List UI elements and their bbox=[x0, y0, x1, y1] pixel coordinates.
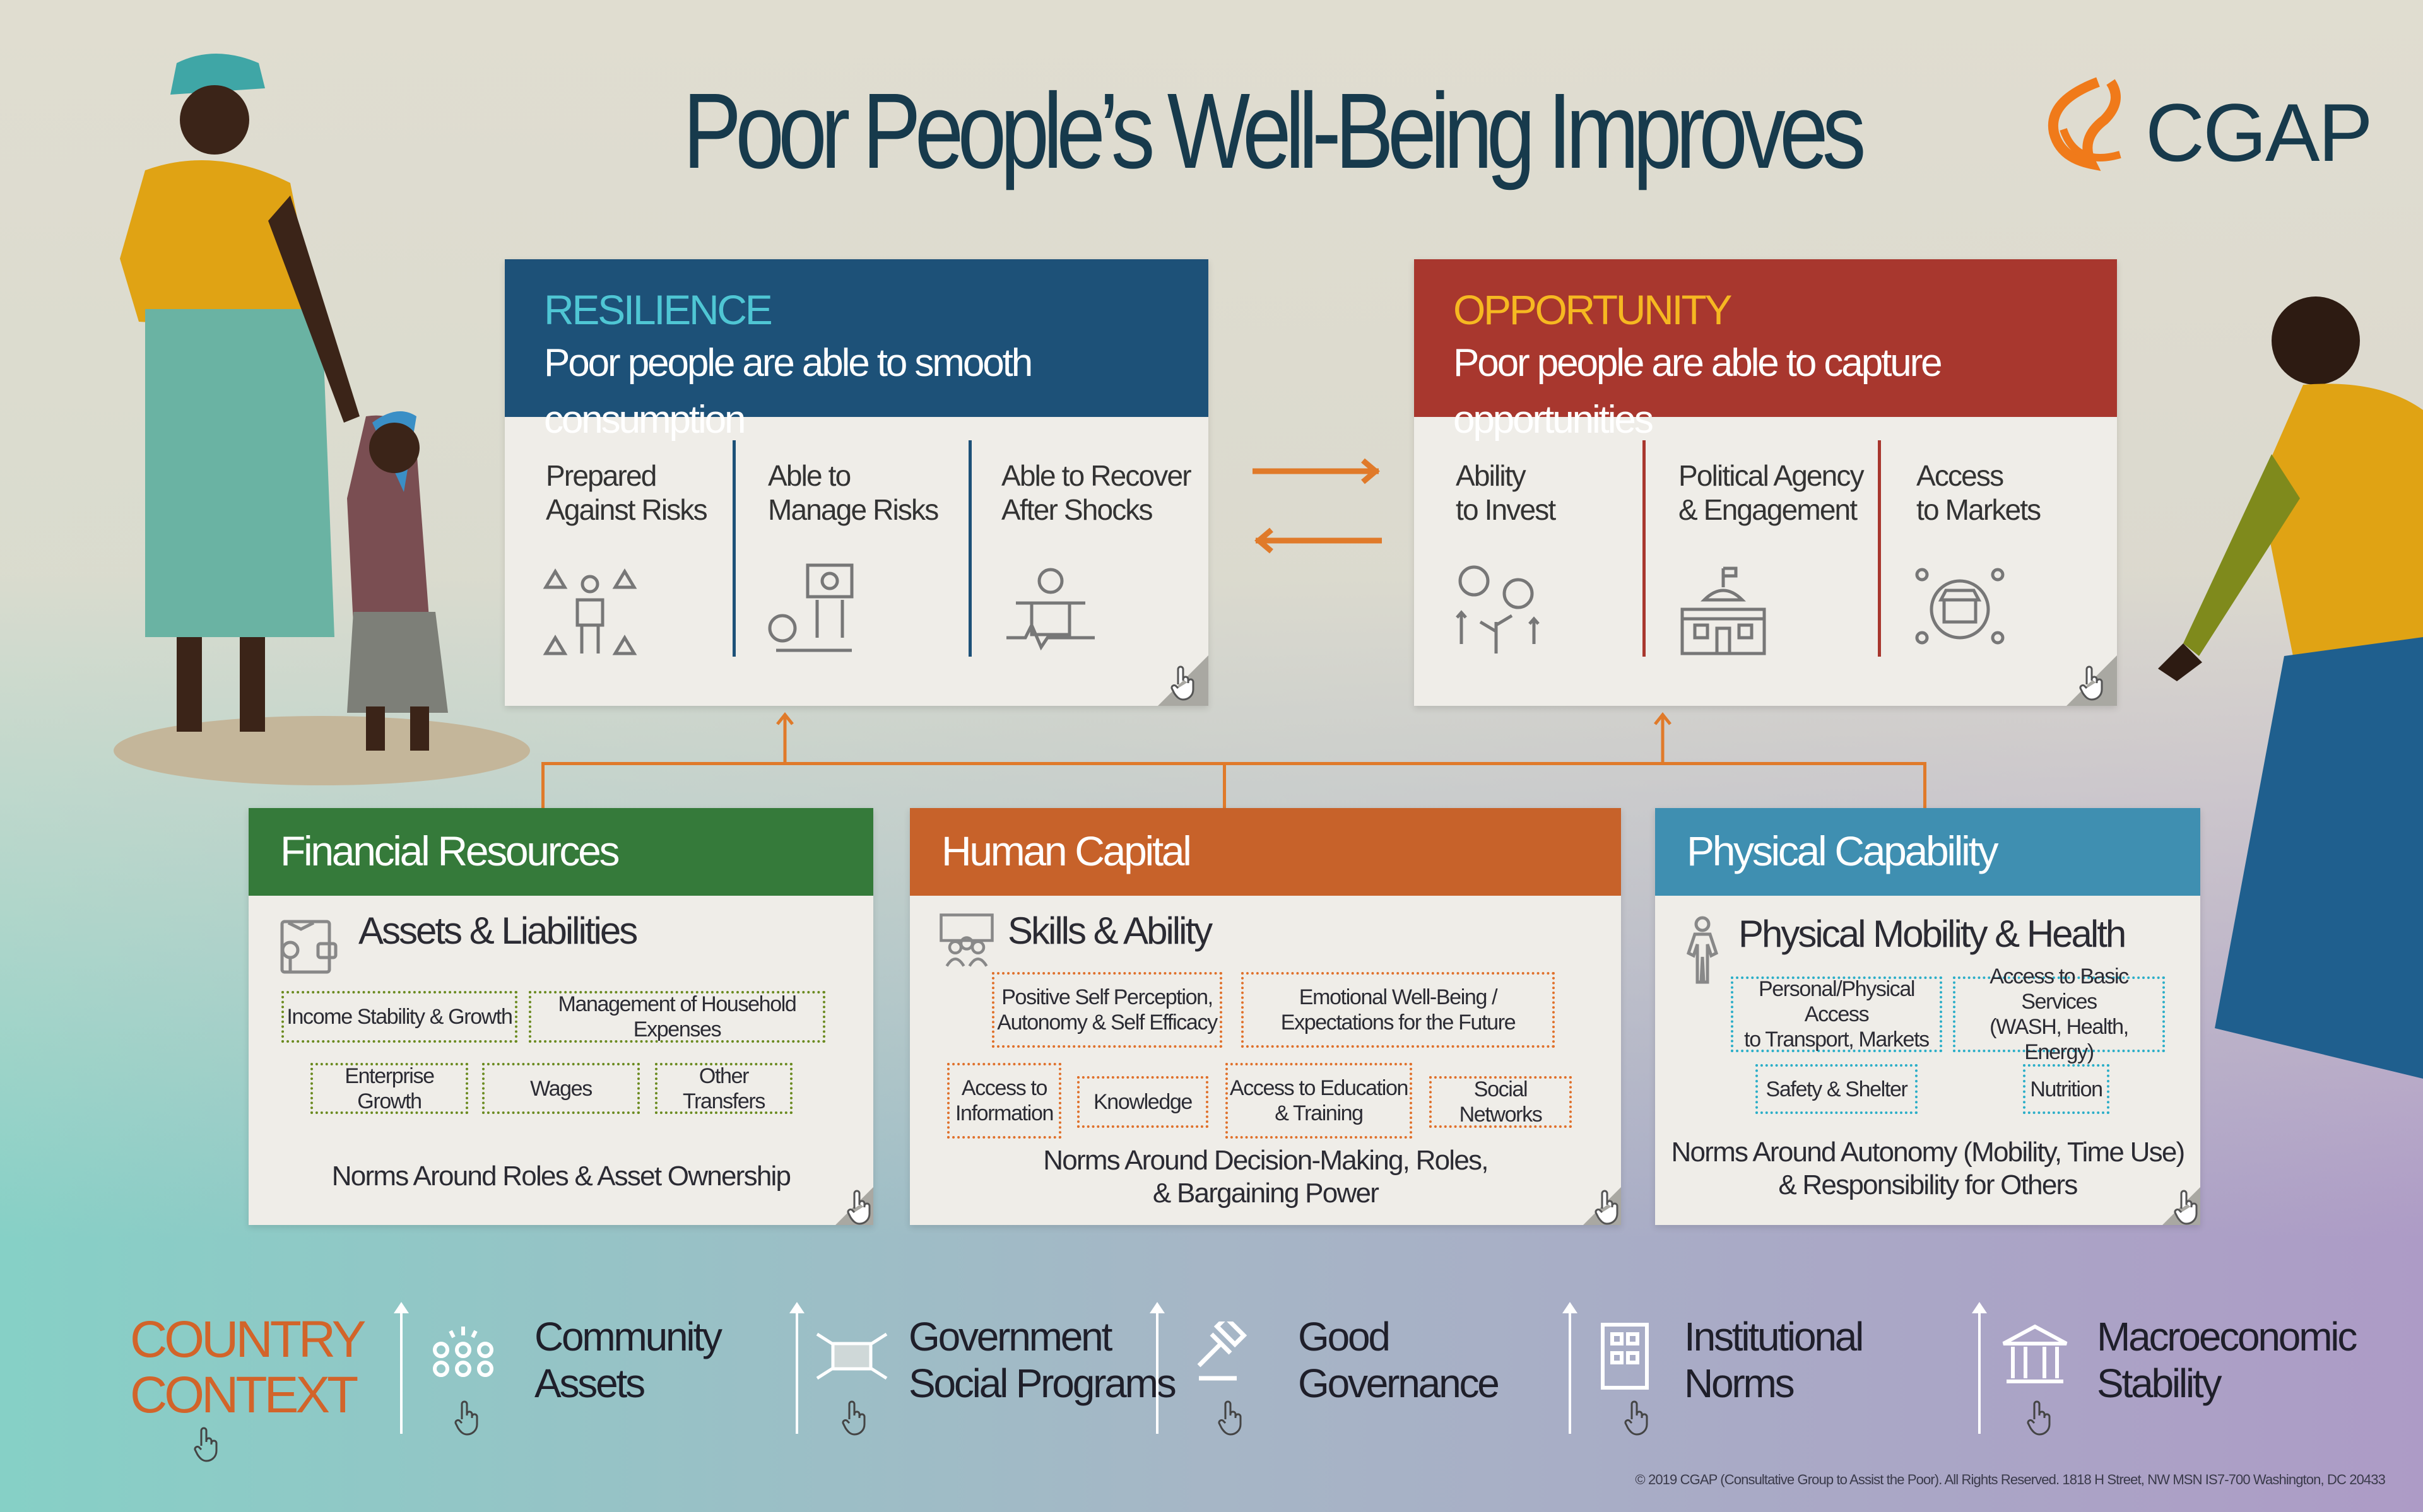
connector-line bbox=[541, 762, 545, 808]
arrow-up-icon bbox=[1654, 712, 1671, 765]
cgap-logo-mark-icon bbox=[2048, 77, 2121, 172]
chip-social-networks: Social Networks bbox=[1429, 1076, 1572, 1128]
ability-to-invest: Ability to Invest bbox=[1456, 459, 1556, 526]
skills-ability-heading: Skills & Ability bbox=[1008, 910, 1213, 952]
chip-nutrition: Nutrition bbox=[2023, 1064, 2109, 1114]
arrow-left-icon bbox=[1254, 527, 1382, 554]
woman-walking-illustration bbox=[2158, 296, 2423, 1079]
able-to-recover: Able to Recover After Shocks bbox=[1001, 459, 1192, 526]
physical-capability-title: Physical Capability bbox=[1655, 808, 2200, 896]
prepared-against-risks: Prepared Against Risks bbox=[546, 459, 708, 526]
context-government-programs[interactable]: Government Social Programs bbox=[909, 1314, 1177, 1406]
risk-person-icon bbox=[543, 568, 637, 655]
pointer-hand-icon[interactable] bbox=[1593, 1190, 1621, 1225]
pointer-hand-icon[interactable] bbox=[192, 1427, 220, 1462]
arrow-up-icon bbox=[776, 712, 794, 765]
copyright-notice: © 2019 CGAP (Consultative Group to Assis… bbox=[1635, 1472, 2385, 1487]
human-capital-card[interactable]: Human Capital Skills & Ability Positive … bbox=[910, 808, 1621, 1225]
bank-building-icon bbox=[2002, 1324, 2068, 1383]
pointer-hand-icon[interactable] bbox=[2025, 1400, 2053, 1436]
resilience-card[interactable]: RESILIENCE Poor people are able to smoot… bbox=[505, 259, 1208, 706]
pointer-hand-icon[interactable] bbox=[2078, 665, 2106, 701]
norms-roles-assets: Norms Around Roles & Asset Ownership bbox=[331, 1161, 791, 1192]
growth-plant-icon bbox=[1456, 565, 1540, 653]
chip-personal-access: Personal/Physical Access to Transport, Ma… bbox=[1731, 976, 1942, 1052]
context-arrow bbox=[1150, 1302, 1165, 1434]
wallet-icon bbox=[280, 920, 338, 974]
country-context-label[interactable]: COUNTRY CONTEXT bbox=[130, 1311, 366, 1424]
gavel-icon bbox=[1197, 1322, 1247, 1381]
context-arrow bbox=[1562, 1302, 1577, 1434]
context-community-assets[interactable]: Community Assets bbox=[534, 1314, 722, 1406]
physical-capability-card[interactable]: Physical Capability Physical Mobility & … bbox=[1655, 808, 2200, 1225]
chip-income-stability: Income Stability & Growth bbox=[281, 991, 517, 1043]
pointer-hand-icon[interactable] bbox=[2172, 1190, 2200, 1225]
pointer-hand-icon[interactable] bbox=[840, 1400, 868, 1436]
financial-resources-title: Financial Resources bbox=[249, 808, 873, 896]
assets-liabilities-heading: Assets & Liabilities bbox=[358, 910, 638, 952]
pointer-hand-icon[interactable] bbox=[453, 1400, 481, 1436]
divider bbox=[733, 440, 736, 657]
chip-access-information: Access to Information bbox=[947, 1063, 1061, 1139]
community-people-icon bbox=[433, 1327, 493, 1377]
context-arrow bbox=[394, 1302, 409, 1434]
chip-emotional-wellbeing: Emotional Well-Being / Expectations for t… bbox=[1241, 972, 1555, 1048]
institution-building-icon bbox=[1601, 1323, 1649, 1390]
chip-wages: Wages bbox=[482, 1063, 640, 1114]
context-arrow bbox=[1972, 1302, 1987, 1434]
connector-line bbox=[541, 762, 1926, 765]
context-macroeconomic-stability[interactable]: Macroeconomic Stability bbox=[2097, 1314, 2357, 1406]
context-institutional-norms[interactable]: Institutional Norms bbox=[1684, 1314, 1864, 1406]
financial-resources-card[interactable]: Financial Resources Assets & Liabilities… bbox=[249, 808, 873, 1225]
cgap-logo[interactable]: CGAP bbox=[2038, 73, 2373, 180]
norms-autonomy: Norms Around Autonomy (Mobility, Time Us… bbox=[1671, 1137, 2186, 1200]
skills-group-icon bbox=[940, 913, 994, 967]
chip-basic-services: Access to Basic Services (WASH, Health, E… bbox=[1953, 964, 2165, 1064]
balance-scale-icon bbox=[768, 563, 854, 652]
pointer-hand-icon[interactable] bbox=[846, 1190, 873, 1225]
arrow-right-icon bbox=[1253, 458, 1380, 484]
standing-person-icon bbox=[1686, 916, 1719, 984]
recovery-heartbeat-icon bbox=[1006, 568, 1095, 651]
divider bbox=[969, 440, 972, 657]
divider bbox=[1878, 440, 1881, 657]
connector-line bbox=[1923, 762, 1926, 808]
context-good-governance[interactable]: Good Governance bbox=[1298, 1314, 1500, 1406]
market-people-icon bbox=[1915, 568, 2005, 645]
logo-text: CGAP bbox=[2145, 86, 2373, 179]
chip-safety-shelter: Safety & Shelter bbox=[1755, 1064, 1918, 1114]
access-to-markets: Access to Markets bbox=[1916, 459, 2041, 526]
opportunity-header: OPPORTUNITY Poor people are able to capt… bbox=[1414, 259, 2117, 442]
chip-self-perception: Positive Self Perception, Autonomy & Self… bbox=[992, 972, 1222, 1048]
resilience-subtitle: Poor people are able to smooth consumpti… bbox=[544, 341, 1033, 442]
chip-household-expenses: Management of Household Expenses bbox=[529, 991, 825, 1043]
safety-net-icon bbox=[816, 1332, 888, 1380]
mother-child-illustration bbox=[114, 54, 530, 785]
page-title: Poor People’s Well-Being Improves bbox=[683, 71, 1866, 191]
human-capital-title: Human Capital bbox=[910, 808, 1621, 896]
chip-access-education: Access to Education & Training bbox=[1225, 1063, 1412, 1139]
context-arrow bbox=[789, 1302, 805, 1434]
norms-decision-making: Norms Around Decision-Making, Roles, & Ba… bbox=[1043, 1145, 1489, 1209]
resilience-label: RESILIENCE bbox=[544, 286, 773, 333]
chip-other-transfers: Other Transfers bbox=[655, 1063, 793, 1114]
pointer-hand-icon[interactable] bbox=[1169, 665, 1197, 701]
government-building-icon bbox=[1680, 566, 1766, 655]
mobility-health-heading: Physical Mobility & Health bbox=[1738, 913, 2126, 955]
connector-line bbox=[1223, 762, 1226, 808]
pointer-hand-icon[interactable] bbox=[1623, 1400, 1651, 1436]
bidirectional-arrows bbox=[1253, 458, 1382, 554]
resilience-header: RESILIENCE Poor people are able to smoot… bbox=[505, 259, 1208, 442]
able-to-manage-risks: Able to Manage Risks bbox=[768, 459, 939, 526]
opportunity-label: OPPORTUNITY bbox=[1453, 286, 1733, 333]
divider bbox=[1642, 440, 1646, 657]
chip-enterprise-growth: Enterprise Growth bbox=[310, 1063, 468, 1114]
opportunity-subtitle: Poor people are able to capture opportun… bbox=[1453, 341, 1943, 442]
chip-knowledge: Knowledge bbox=[1077, 1076, 1208, 1128]
opportunity-card[interactable]: OPPORTUNITY Poor people are able to capt… bbox=[1414, 259, 2117, 706]
political-agency: Political Agency & Engagement bbox=[1678, 459, 1865, 526]
pointer-hand-icon[interactable] bbox=[1217, 1400, 1244, 1436]
